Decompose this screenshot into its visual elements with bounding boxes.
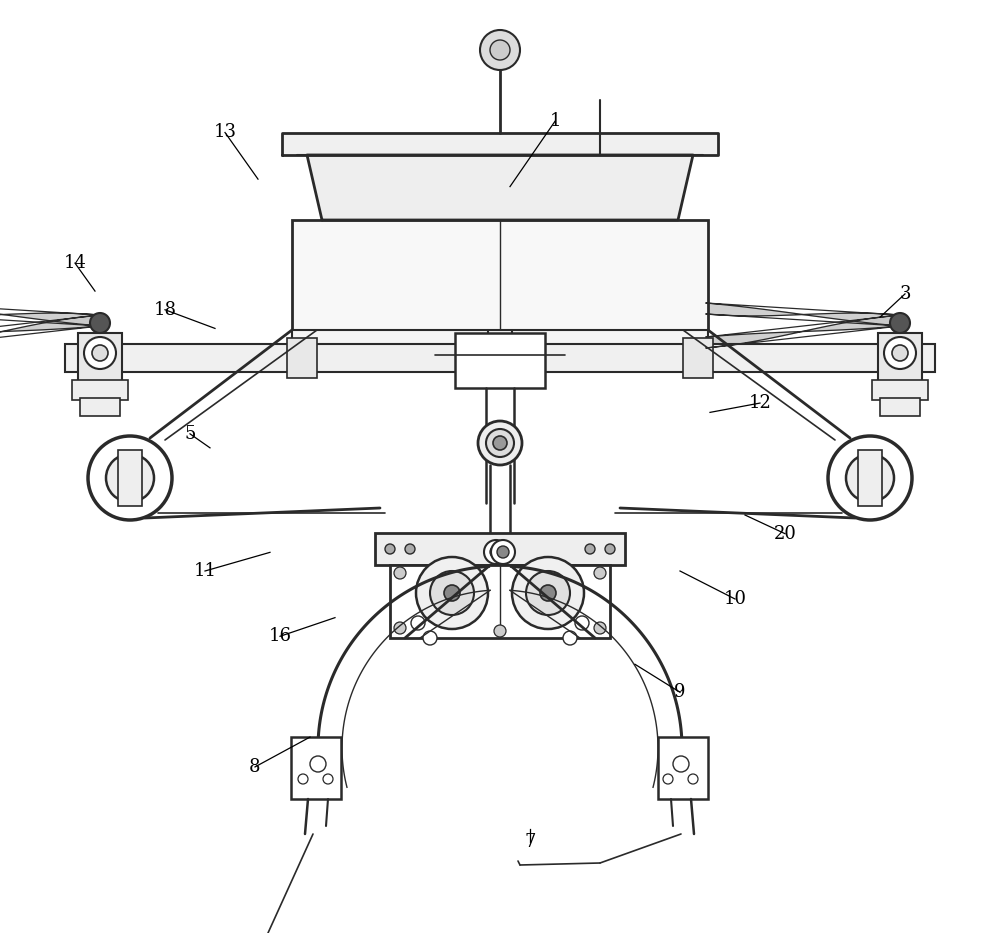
Bar xyxy=(118,450,142,506)
Text: 10: 10 xyxy=(724,590,746,608)
Bar xyxy=(878,333,922,388)
Circle shape xyxy=(92,345,108,361)
Bar xyxy=(455,333,545,388)
Circle shape xyxy=(298,774,308,784)
Bar xyxy=(78,333,122,388)
Text: 9: 9 xyxy=(674,683,686,702)
Circle shape xyxy=(688,774,698,784)
Polygon shape xyxy=(0,303,100,326)
Circle shape xyxy=(106,454,154,502)
Circle shape xyxy=(494,625,506,637)
Circle shape xyxy=(673,756,689,772)
Bar xyxy=(291,737,341,799)
Circle shape xyxy=(486,429,514,457)
Circle shape xyxy=(540,585,556,601)
Polygon shape xyxy=(307,155,693,220)
Polygon shape xyxy=(0,315,100,348)
Circle shape xyxy=(416,557,488,629)
Circle shape xyxy=(605,544,615,554)
Circle shape xyxy=(490,546,502,558)
Text: 1: 1 xyxy=(549,112,561,131)
Text: 20: 20 xyxy=(774,524,796,543)
Circle shape xyxy=(444,585,460,601)
Circle shape xyxy=(892,345,908,361)
Bar xyxy=(65,344,935,372)
Circle shape xyxy=(491,540,515,564)
Circle shape xyxy=(594,567,606,579)
Circle shape xyxy=(310,756,326,772)
Polygon shape xyxy=(706,303,900,326)
Circle shape xyxy=(663,774,673,784)
Circle shape xyxy=(585,544,595,554)
Circle shape xyxy=(594,622,606,634)
Circle shape xyxy=(828,436,912,520)
Circle shape xyxy=(575,616,589,630)
Circle shape xyxy=(90,313,110,333)
Circle shape xyxy=(484,540,508,564)
Text: 5: 5 xyxy=(184,425,196,443)
Bar xyxy=(683,338,713,378)
Circle shape xyxy=(480,30,520,70)
Bar xyxy=(880,398,920,416)
Text: 12: 12 xyxy=(749,394,771,412)
Circle shape xyxy=(478,421,522,465)
Circle shape xyxy=(120,468,140,488)
Circle shape xyxy=(860,468,880,488)
Bar xyxy=(287,338,317,378)
Circle shape xyxy=(495,544,505,554)
Bar xyxy=(292,220,708,330)
Text: 18: 18 xyxy=(154,300,176,319)
Bar xyxy=(375,533,625,565)
Circle shape xyxy=(411,616,425,630)
Text: 3: 3 xyxy=(899,285,911,303)
Text: 7: 7 xyxy=(524,832,536,851)
Circle shape xyxy=(884,337,916,369)
Bar xyxy=(72,380,128,400)
Circle shape xyxy=(385,544,395,554)
Circle shape xyxy=(430,571,474,615)
Circle shape xyxy=(84,337,116,369)
Bar xyxy=(292,330,708,353)
Circle shape xyxy=(526,571,570,615)
Circle shape xyxy=(394,567,406,579)
Bar xyxy=(80,398,120,416)
Circle shape xyxy=(563,631,577,645)
Bar xyxy=(858,450,882,506)
Polygon shape xyxy=(282,133,718,155)
Polygon shape xyxy=(706,315,900,348)
Circle shape xyxy=(88,436,172,520)
Circle shape xyxy=(405,544,415,554)
Bar xyxy=(658,737,708,799)
Text: 8: 8 xyxy=(249,758,261,776)
Circle shape xyxy=(497,546,509,558)
Text: 11: 11 xyxy=(194,562,216,580)
Bar xyxy=(872,380,928,400)
Circle shape xyxy=(846,454,894,502)
Bar xyxy=(390,565,610,638)
Circle shape xyxy=(323,774,333,784)
Circle shape xyxy=(394,622,406,634)
Text: 16: 16 xyxy=(268,627,292,646)
Circle shape xyxy=(512,557,584,629)
Circle shape xyxy=(493,436,507,450)
Text: 13: 13 xyxy=(214,123,237,142)
Circle shape xyxy=(890,313,910,333)
Circle shape xyxy=(423,631,437,645)
Circle shape xyxy=(490,40,510,60)
Text: 14: 14 xyxy=(64,254,86,272)
